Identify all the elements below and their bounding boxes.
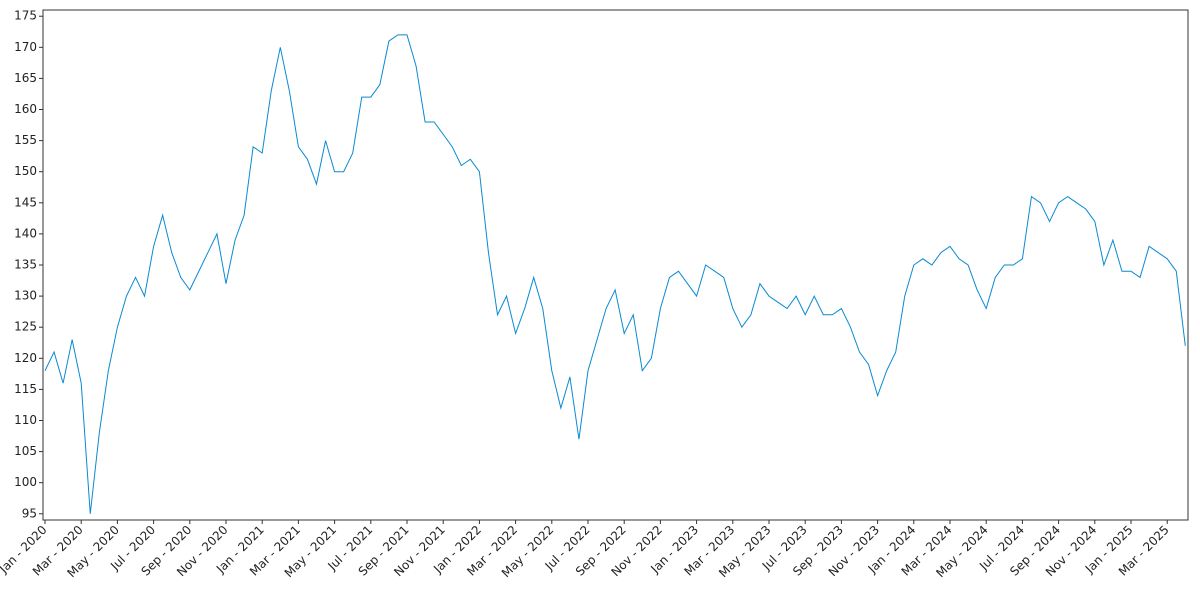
y-tick-label: 100	[14, 475, 37, 489]
y-tick-label: 145	[14, 195, 37, 209]
price-line	[44, 34, 1186, 514]
y-tick-label: 120	[14, 351, 37, 365]
y-tick-label: 155	[14, 133, 37, 147]
y-tick-label: 110	[14, 413, 37, 427]
y-tick-label: 95	[22, 506, 37, 520]
y-tick-label: 130	[14, 289, 37, 303]
y-tick-label: 165	[14, 71, 37, 85]
y-tick-label: 150	[14, 164, 37, 178]
y-tick-label: 140	[14, 226, 37, 240]
y-tick-label: 160	[14, 102, 37, 116]
y-tick-label: 170	[14, 40, 37, 54]
y-tick-label: 135	[14, 258, 37, 272]
plot-frame	[42, 9, 1189, 521]
y-tick-label: 125	[14, 320, 37, 334]
y-tick-label: 175	[14, 9, 37, 23]
y-tick-label: 105	[14, 444, 37, 458]
y-tick-label: 115	[14, 382, 37, 396]
